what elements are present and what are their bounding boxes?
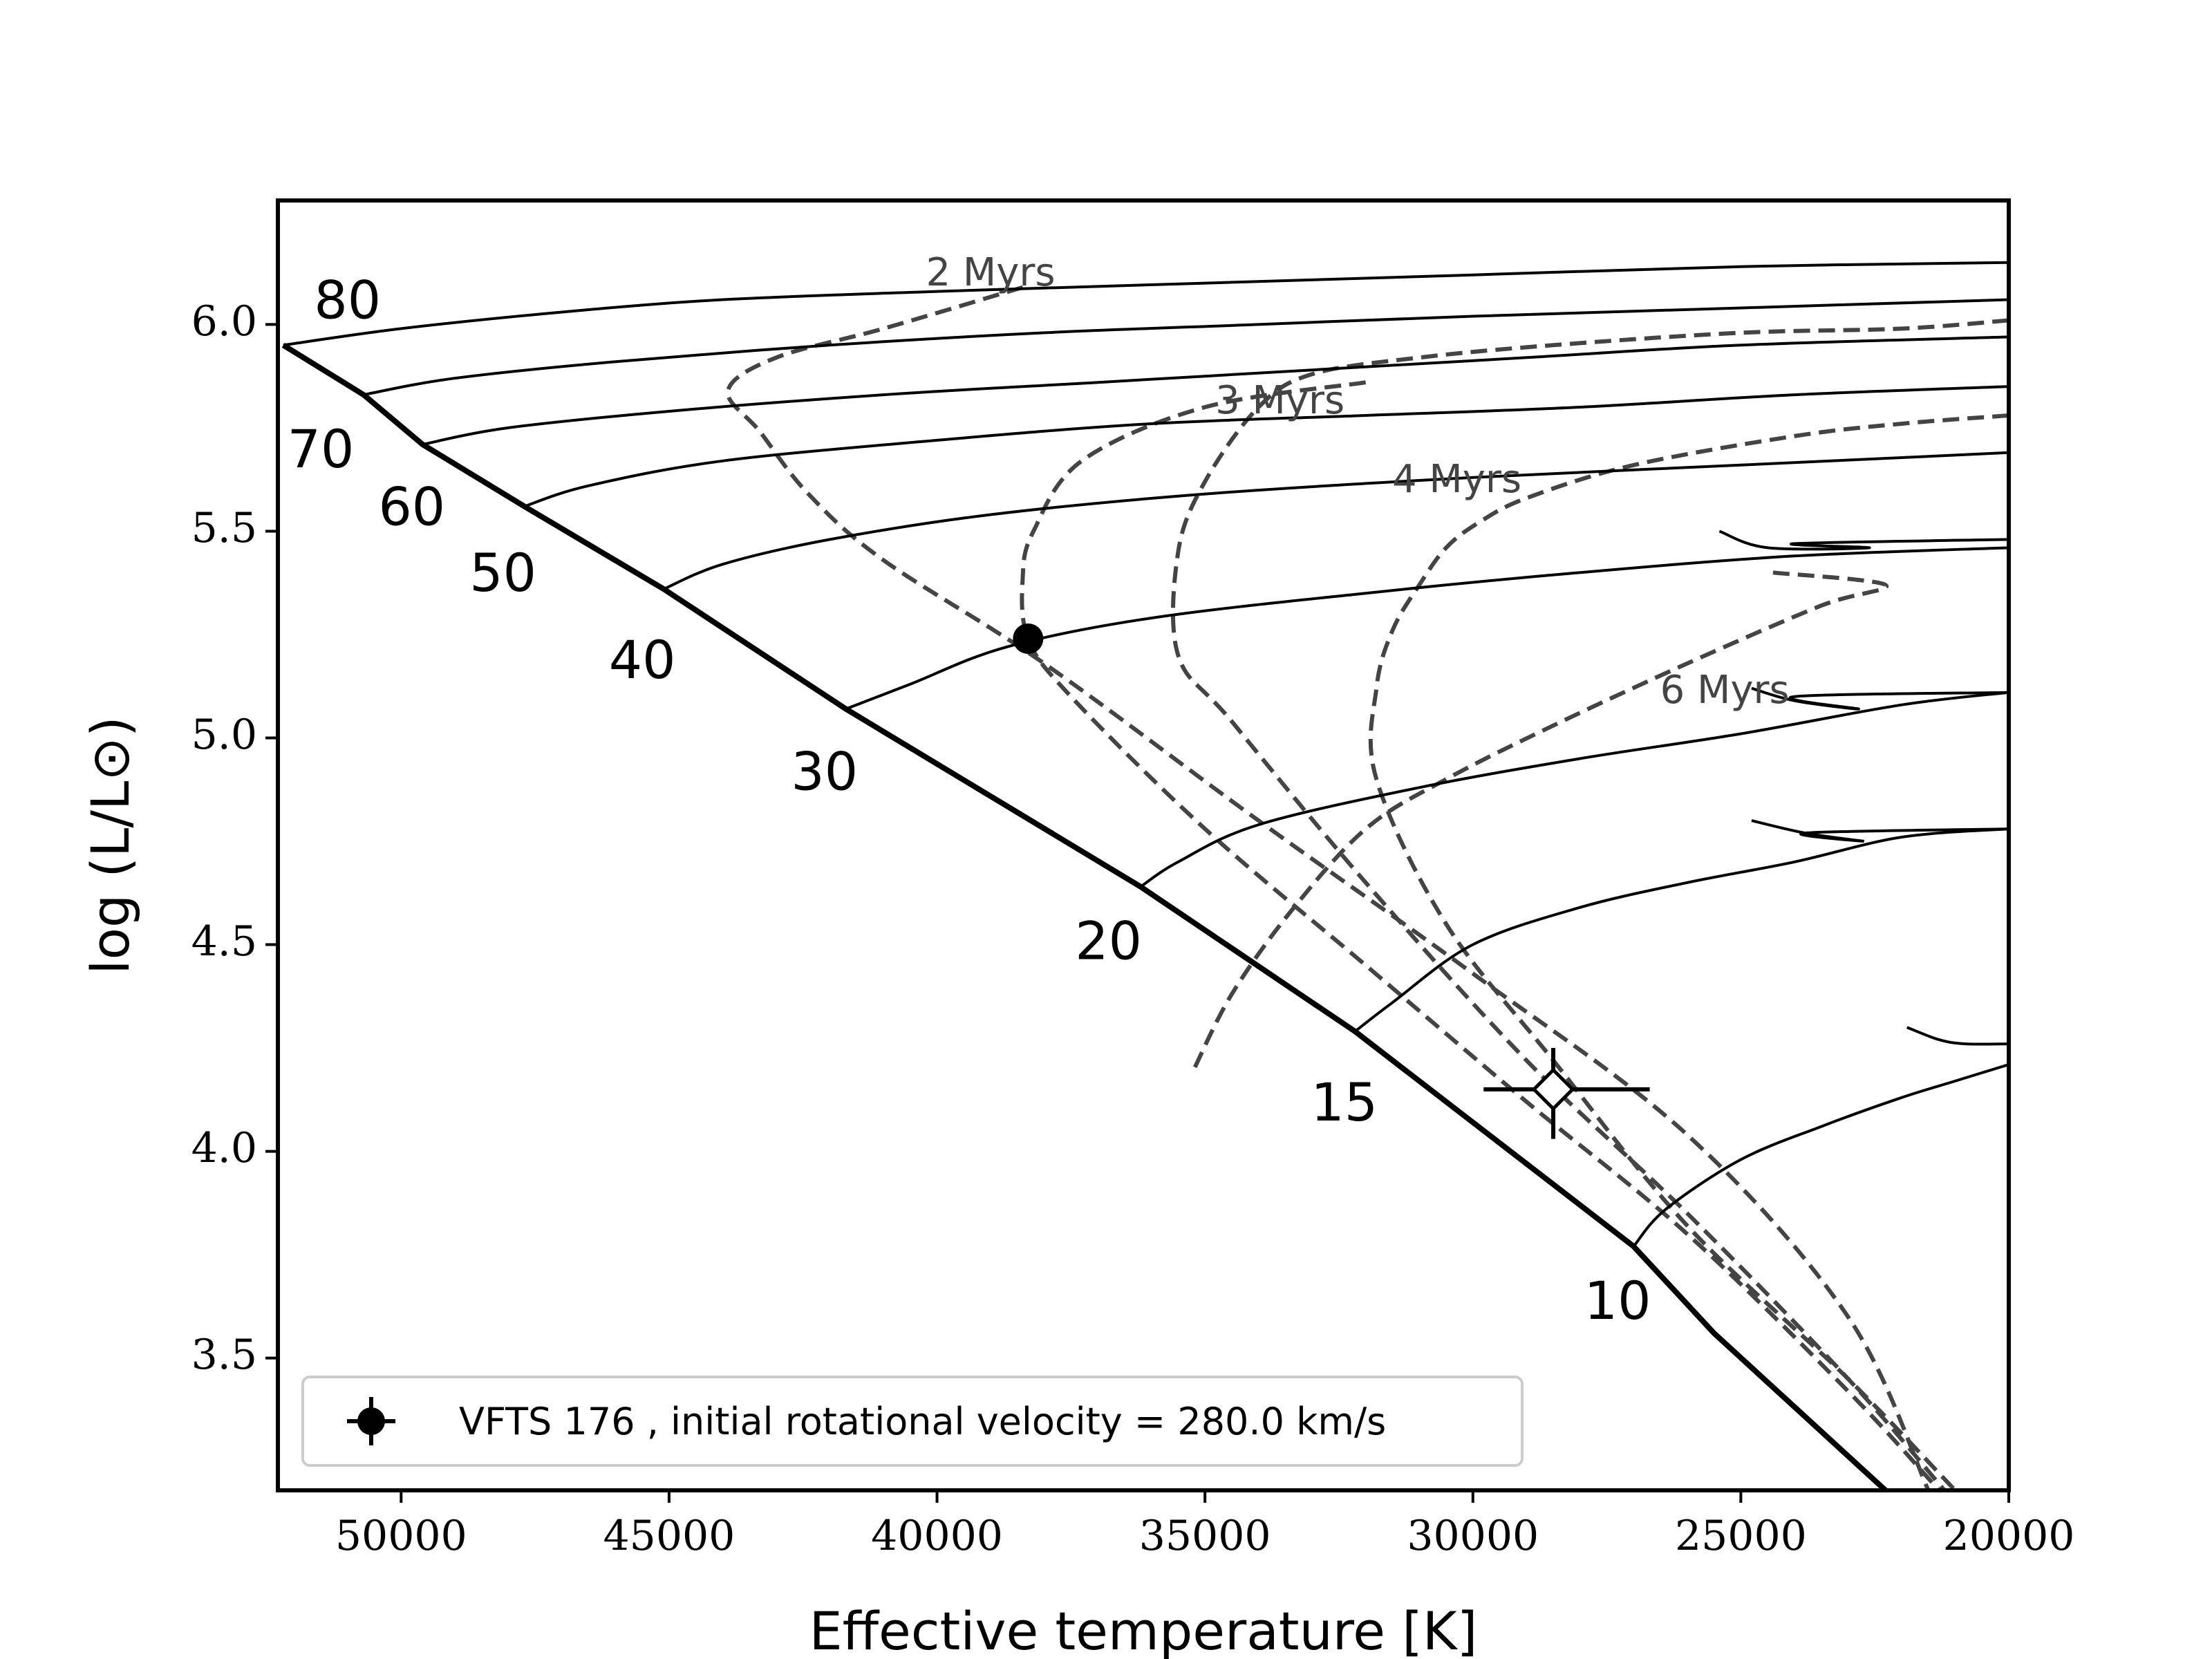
- track-line-80: [283, 261, 2009, 347]
- track-hook-3: [1906, 1026, 2009, 1046]
- x-tick-label: 35000: [1139, 1512, 1271, 1560]
- mass-label-20: 20: [1075, 910, 1142, 972]
- track-line-10: [1632, 1063, 2009, 1248]
- x-tick-label: 25000: [1675, 1512, 1807, 1560]
- legend-box: [301, 1376, 1524, 1467]
- track-line-50: [523, 385, 2009, 508]
- mass-label-80: 80: [314, 270, 381, 331]
- isochrone-line-3: [1368, 413, 2009, 1490]
- annotations: 80 70 60 50 40 30 20 15 10 2 Myrs 3 Myrs 4 Myrs 6 My…: [288, 250, 1790, 1331]
- zams-line: [281, 342, 1890, 1490]
- x-axis-label: Effective temperature [K]: [809, 1600, 1478, 1659]
- track-line-60: [422, 335, 2009, 446]
- isochrone-tail-line: [1192, 570, 1889, 1070]
- mass-label-50: 50: [469, 542, 536, 603]
- isochrone-line-2: [1170, 318, 2009, 1490]
- x-tick-label: 30000: [1407, 1512, 1539, 1560]
- mass-label-40: 40: [609, 629, 676, 691]
- track-line-40: [663, 451, 2009, 591]
- y-axis-label: log (L/L⊙): [79, 716, 141, 974]
- mass-label-70: 70: [288, 418, 355, 480]
- x-tick-label: 40000: [871, 1512, 1003, 1560]
- x-axis-ticks: 50000 45000 40000 35000 30000 25000 20000: [335, 1490, 2075, 1560]
- mass-label-10: 10: [1584, 1270, 1651, 1331]
- y-tick-label: 4.5: [191, 917, 257, 966]
- plot-area: [281, 261, 2009, 1490]
- track-line-15: [1353, 827, 2009, 1033]
- y-axis-ticks: 3.5 4.0 4.5 5.0 5.5 6.0: [191, 297, 278, 1379]
- isochrone-line-0: [726, 285, 1931, 1490]
- y-tick-label: 5.5: [191, 504, 257, 552]
- legend-entry-label: VFTS 176 , initial rotational velocity =…: [459, 1400, 1386, 1443]
- x-tick-label: 50000: [335, 1512, 467, 1560]
- model-point-marker: [1013, 623, 1044, 654]
- isochrone-label-1: 3 Myrs: [1215, 378, 1344, 423]
- isochrone-label-0: 2 Myrs: [926, 250, 1056, 295]
- track-hook-2: [1751, 819, 2009, 843]
- isochrone-label-2: 4 Myrs: [1392, 457, 1521, 502]
- mass-label-15: 15: [1311, 1071, 1378, 1133]
- isochrone-line-1: [1020, 380, 1941, 1490]
- zams-line-group: [281, 342, 1890, 1490]
- track-line-30: [845, 546, 2009, 711]
- y-tick-label: 5.0: [191, 711, 257, 759]
- x-tick-label: 45000: [603, 1512, 735, 1560]
- legend: VFTS 176 , initial rotational velocity =…: [301, 1376, 1524, 1467]
- mass-label-60: 60: [378, 476, 445, 538]
- track-hook-0: [1718, 529, 2009, 551]
- y-tick-label: 3.5: [191, 1331, 257, 1379]
- y-tick-label: 4.0: [191, 1124, 257, 1172]
- legend-marker: [347, 1397, 395, 1445]
- y-tick-label: 6.0: [191, 297, 257, 346]
- isochrone-label-3: 6 Myrs: [1660, 668, 1790, 713]
- observation-marker: [1531, 1067, 1575, 1112]
- track-line-20: [1139, 691, 2009, 888]
- x-tick-label: 20000: [1943, 1512, 2075, 1560]
- mass-label-30: 30: [791, 740, 858, 802]
- track-line-70: [363, 298, 2009, 397]
- data-points: [1013, 623, 1650, 1139]
- track-hook-1: [1751, 686, 2009, 711]
- plot-frame: [276, 198, 2011, 1492]
- isochrones: [726, 285, 2009, 1490]
- evolutionary-tracks: [283, 261, 2009, 1248]
